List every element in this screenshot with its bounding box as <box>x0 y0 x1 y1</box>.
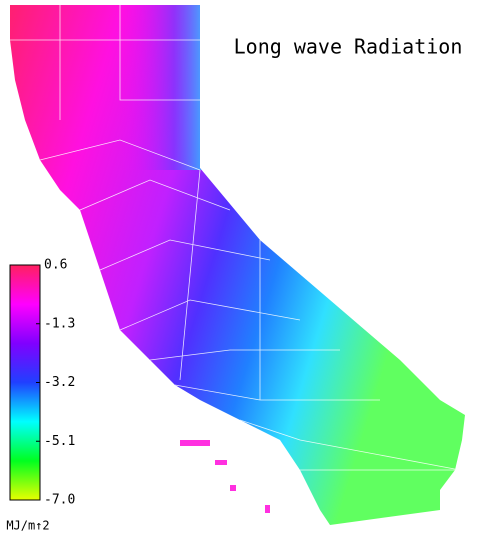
colorbar-unit: MJ/m↑2 <box>6 519 49 533</box>
islands <box>180 440 270 513</box>
county-lines <box>10 5 461 471</box>
colorbar-tick-label: -3.2 <box>44 375 75 390</box>
colorbar: 0.6 -1.3 -3.2 -5.1 -7.0 <box>9 258 75 508</box>
colorbar-tick-label: 0.6 <box>44 258 67 273</box>
colorbar-tick-label: -7.0 <box>44 493 75 508</box>
north-region <box>120 5 210 170</box>
state-shape <box>10 5 465 525</box>
colorbar-tick-label: -5.1 <box>44 434 75 449</box>
colorbar-scale <box>9 264 41 501</box>
map-title: Long wave Radiation <box>234 35 463 59</box>
california-map <box>10 5 465 525</box>
colorbar-tick-label: -1.3 <box>44 316 75 331</box>
